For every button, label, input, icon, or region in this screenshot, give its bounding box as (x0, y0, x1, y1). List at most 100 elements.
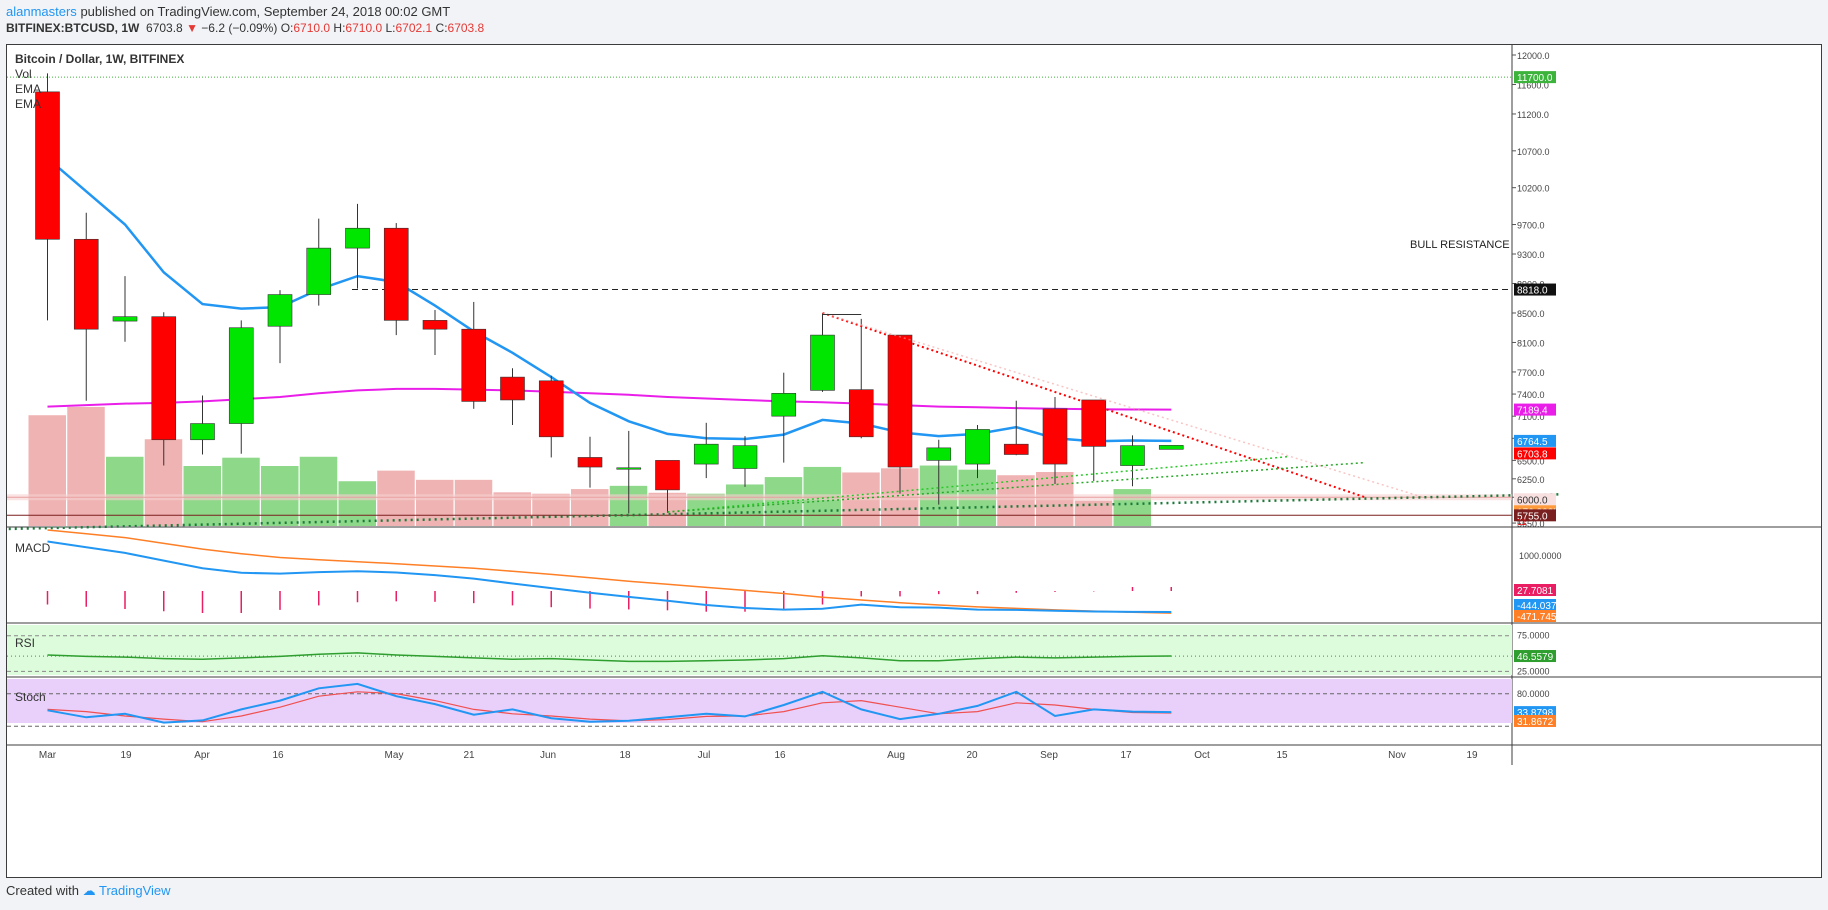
candle-up (345, 227, 370, 249)
high-label: H: (333, 21, 346, 35)
time-axis-label: Mar (39, 750, 57, 761)
legend-ema-1[interactable]: EMA (15, 82, 42, 96)
legend-ema-2[interactable]: EMA (15, 97, 42, 111)
symbol-label: BITFINEX:BTCUSD, 1W (6, 21, 140, 35)
badge-stoch-d-bg (1514, 714, 1556, 727)
long-support-line (8, 493, 1559, 531)
chart-svg[interactable]: 12000.0 11600.0 11200.0 10700.0 10200.0 9700.… (7, 45, 1821, 877)
candle-down (500, 376, 525, 401)
badge-stoch-d: 31.8672 (1517, 717, 1554, 728)
down-arrow-icon: ▼ (186, 21, 198, 35)
badge-11700: 11700.0 (1517, 73, 1553, 84)
candle-down (1081, 399, 1107, 447)
rsi-line (47, 652, 1172, 663)
candle-down (461, 328, 487, 402)
badge-macd-signal-bg (1514, 610, 1556, 622)
tradingview-link[interactable]: TradingView (99, 883, 171, 898)
badge-rsi-bg (1514, 650, 1556, 663)
candle-down (655, 460, 680, 491)
volume-bar (28, 415, 66, 526)
badge-last-price-bg (1514, 447, 1556, 460)
tradingview-cloud-icon: ☁ (82, 883, 96, 898)
ohlc-header: BITFINEX:BTCUSD, 1W 6703.8 ▼ −6.2 (−0.09… (6, 21, 484, 35)
badge-support-bg (1514, 509, 1556, 522)
price-axis-label: 8100.0 (1517, 338, 1545, 348)
macd-pane-title[interactable]: MACD (15, 541, 51, 555)
price-axis-label: 7400.0 (1517, 390, 1545, 400)
uptrend-line-2 (667, 461, 1366, 513)
candle-up (306, 247, 332, 295)
time-axis-label: Jul (698, 750, 711, 761)
time-axis-label: Nov (1388, 750, 1406, 761)
candle-up (267, 294, 293, 327)
price-axis-label: 10700.0 (1517, 147, 1550, 157)
legend-vol[interactable]: Vol (15, 67, 32, 81)
stoch-d-line (47, 691, 1172, 723)
time-axis-label: Aug (887, 750, 905, 761)
stoch-band (7, 679, 1512, 723)
stoch-pane-title[interactable]: Stoch (15, 690, 46, 704)
candle-up (112, 316, 138, 322)
publish-text: published on TradingView.com, September … (80, 4, 451, 19)
ema-fast-line (46, 157, 1172, 443)
price-axis-label: 6500.0 (1517, 456, 1545, 466)
badge-last-price: 6703.8 (1517, 449, 1548, 460)
volume-bar (454, 479, 493, 526)
badge-6000: 6000.0 (1517, 495, 1548, 506)
chart-container[interactable]: 12000.0 11600.0 11200.0 10700.0 10200.0 9700.… (6, 44, 1822, 878)
downtrend-line (822, 312, 1366, 499)
price-axis-label: 11600.0 (1517, 80, 1549, 90)
time-axis-label: Jun (540, 750, 556, 761)
candle-down (73, 238, 99, 330)
badge-11700-bg (1514, 71, 1556, 84)
price-axis-label: 12000.0 (1517, 51, 1550, 61)
time-axis-label: Oct (1194, 750, 1210, 761)
macd-axis-label: 1000.0000 (1519, 551, 1562, 561)
time-axis-label: Sep (1040, 750, 1058, 761)
price-axis-label: 7700.0 (1517, 368, 1545, 378)
candle-down (1003, 443, 1029, 455)
price-axis-label: 9300.0 (1517, 250, 1545, 260)
time-axis-label: May (385, 750, 404, 761)
price-axis-label: 8500.0 (1517, 309, 1545, 319)
uptrend-line (667, 455, 1288, 513)
price-axis-label: 11200.0 (1517, 110, 1549, 120)
time-axis-label: 18 (619, 750, 631, 761)
time-axis-label: 15 (1276, 750, 1288, 761)
author-link[interactable]: alanmasters (6, 4, 77, 19)
candle-up (926, 447, 952, 461)
legend-title: Bitcoin / Dollar, 1W, BITFINEX (15, 52, 185, 66)
candle-up (965, 429, 990, 465)
badge-macd-hist: 27.7081 (1517, 586, 1554, 597)
badge-macd-bg (1514, 599, 1556, 611)
candle-up (228, 327, 254, 424)
candle-down (1042, 408, 1068, 465)
volume-axis-label: 11 (1517, 517, 1526, 527)
badge-stoch-k: 33.8798 (1517, 708, 1554, 719)
rsi-band (7, 625, 1512, 675)
price-change: −6.2 (−0.09%) (201, 21, 278, 35)
candle-up (616, 467, 642, 470)
rsi-pane-title[interactable]: RSI (15, 636, 36, 650)
time-axis-label: 16 (774, 750, 786, 761)
candle-down (577, 457, 603, 468)
low-value: 6702.1 (395, 21, 433, 35)
badge-resistance: 8818.0 (1517, 286, 1548, 297)
volume-bar (338, 481, 376, 526)
badge-macd-signal: -471.7454 (1517, 612, 1562, 623)
footer: Created with ☁ TradingView (6, 883, 171, 899)
candle-down (538, 380, 564, 438)
badge-rsi: 46.5579 (1517, 652, 1554, 663)
open-value: 6710.0 (293, 21, 331, 35)
volume-bar (1074, 500, 1113, 526)
stoch-k-line (47, 682, 1172, 724)
price-axis-label: 9700.0 (1517, 221, 1545, 231)
time-axis-label: 21 (463, 750, 475, 761)
macd-line (47, 540, 1172, 613)
badge-macd-hist-bg (1514, 584, 1556, 596)
candle-down (383, 227, 409, 321)
low-label: L: (385, 21, 396, 35)
candle-up (1158, 445, 1184, 450)
volume-bar (222, 457, 260, 526)
created-with-text: Created with (6, 883, 79, 898)
